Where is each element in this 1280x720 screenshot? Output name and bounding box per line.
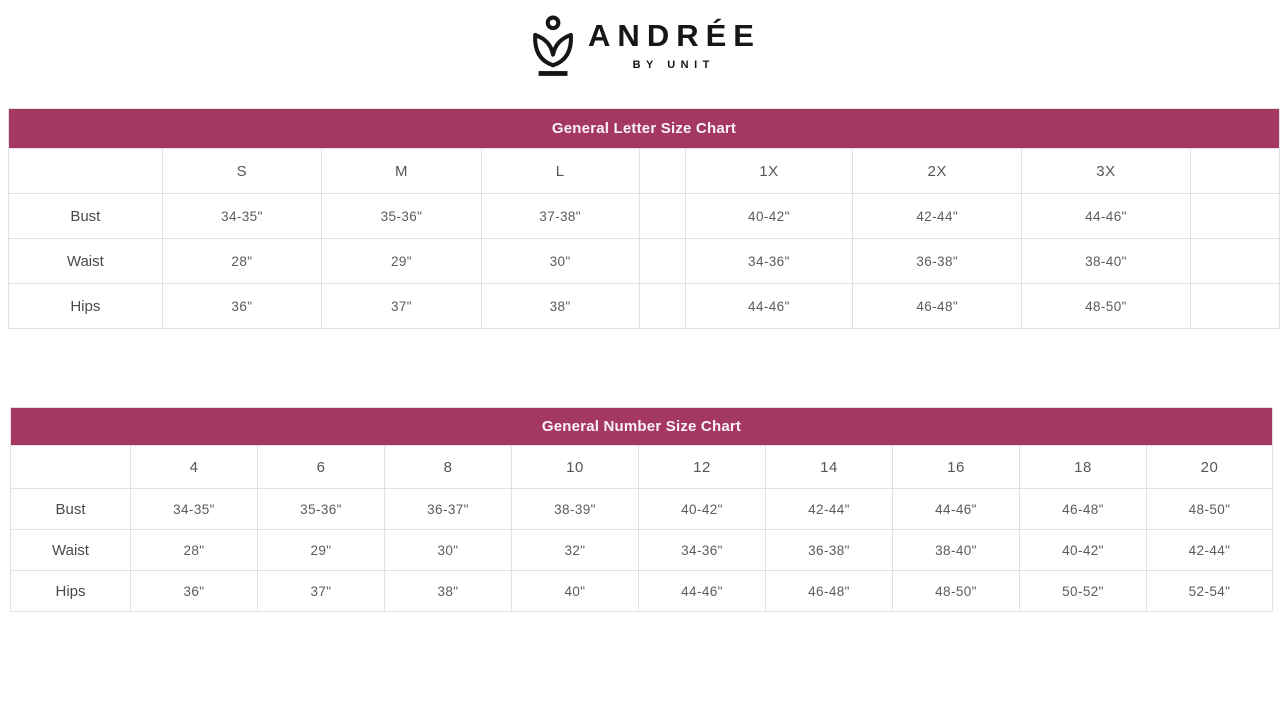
- row-label-cell: Waist: [8, 238, 163, 284]
- size-value-cell: 38": [480, 283, 640, 329]
- table-row: Hips 36" 37" 38" 40" 44-46" 46-48" 48-50…: [10, 570, 1273, 612]
- size-value-cell: 40-42": [1019, 529, 1147, 571]
- size-value-cell: 36-38": [852, 238, 1023, 284]
- table-row: Bust 34-35" 35-36" 36-37" 38-39" 40-42" …: [10, 488, 1273, 530]
- size-value-cell: 40": [511, 570, 639, 612]
- brand-wordmark: ANDRÉE BY UNIT: [588, 13, 754, 71]
- size-value-cell: 37-38": [480, 193, 640, 239]
- size-value-cell: [638, 283, 686, 329]
- column-header-cell: [10, 445, 131, 489]
- number-size-chart-table: General Number Size Chart 4 6 8 10 12 14…: [10, 407, 1273, 612]
- column-header-cell: 8: [384, 445, 512, 489]
- size-value-cell: 38": [384, 570, 512, 612]
- size-value-cell: 48-50": [1146, 488, 1273, 530]
- row-label-cell: Hips: [10, 570, 131, 612]
- size-value-cell: 28": [161, 238, 323, 284]
- column-header-cell: 3X: [1021, 148, 1191, 194]
- size-value-cell: 36": [130, 570, 258, 612]
- column-header-cell: 20: [1146, 445, 1273, 489]
- size-value-cell: 44-46": [892, 488, 1020, 530]
- column-header-cell: S: [161, 148, 323, 194]
- size-value-cell: 46-48": [852, 283, 1023, 329]
- table-row: Bust 34-35" 35-36" 37-38" 40-42" 42-44" …: [8, 193, 1280, 239]
- size-value-cell: 34-35": [130, 488, 258, 530]
- row-label-cell: Bust: [10, 488, 131, 530]
- column-header-cell: [638, 148, 686, 194]
- column-header-cell: 1X: [684, 148, 854, 194]
- size-value-cell: 44-46": [1021, 193, 1191, 239]
- size-value-cell: [638, 238, 686, 284]
- brand-subtitle: BY UNIT: [632, 59, 715, 71]
- column-header-cell: [1189, 148, 1280, 194]
- row-label-cell: Waist: [10, 529, 131, 571]
- size-value-cell: [1189, 238, 1280, 284]
- size-value-cell: 36-37": [384, 488, 512, 530]
- size-value-cell: 29": [321, 238, 482, 284]
- size-value-cell: 30": [384, 529, 512, 571]
- size-value-cell: 38-40": [892, 529, 1020, 571]
- table-row: Hips 36" 37" 38" 44-46" 46-48" 48-50": [8, 283, 1280, 329]
- size-value-cell: 50-52": [1019, 570, 1147, 612]
- table-title-row: General Number Size Chart: [10, 407, 1273, 446]
- size-value-cell: 44-46": [638, 570, 766, 612]
- size-value-cell: 42-44": [1146, 529, 1273, 571]
- column-header-cell: L: [480, 148, 640, 194]
- table-title: General Number Size Chart: [10, 407, 1273, 446]
- size-value-cell: 29": [257, 529, 385, 571]
- column-header-cell: 4: [130, 445, 258, 489]
- column-header-cell: 18: [1019, 445, 1147, 489]
- size-value-cell: [1189, 283, 1280, 329]
- size-value-cell: 38-39": [511, 488, 639, 530]
- size-value-cell: 28": [130, 529, 258, 571]
- tulip-icon: [526, 13, 580, 83]
- size-value-cell: 30": [480, 238, 640, 284]
- size-value-cell: 37": [257, 570, 385, 612]
- column-header-cell: M: [321, 148, 482, 194]
- size-value-cell: 48-50": [1021, 283, 1191, 329]
- column-header-cell: 14: [765, 445, 893, 489]
- size-value-cell: 46-48": [1019, 488, 1147, 530]
- column-header-row: S M L 1X 2X 3X: [8, 148, 1280, 194]
- size-value-cell: 35-36": [257, 488, 385, 530]
- size-value-cell: [1189, 193, 1280, 239]
- letter-size-chart-table: General Letter Size Chart S M L 1X 2X 3X…: [8, 108, 1280, 329]
- size-value-cell: 36": [161, 283, 323, 329]
- size-value-cell: 40-42": [638, 488, 766, 530]
- column-header-cell: [8, 148, 163, 194]
- size-value-cell: 42-44": [765, 488, 893, 530]
- brand-name: ANDRÉE: [588, 18, 761, 53]
- letter-size-chart-section: General Letter Size Chart S M L 1X 2X 3X…: [8, 108, 1280, 329]
- size-value-cell: 35-36": [321, 193, 482, 239]
- column-header-cell: 10: [511, 445, 639, 489]
- row-label-cell: Hips: [8, 283, 163, 329]
- table-title: General Letter Size Chart: [8, 108, 1280, 149]
- row-label-cell: Bust: [8, 193, 163, 239]
- size-value-cell: 48-50": [892, 570, 1020, 612]
- size-value-cell: 42-44": [852, 193, 1023, 239]
- number-size-chart-section: General Number Size Chart 4 6 8 10 12 14…: [10, 407, 1273, 612]
- size-value-cell: 36-38": [765, 529, 893, 571]
- column-header-cell: 16: [892, 445, 1020, 489]
- table-title-row: General Letter Size Chart: [8, 108, 1280, 149]
- column-header-cell: 6: [257, 445, 385, 489]
- size-value-cell: [638, 193, 686, 239]
- size-value-cell: 37": [321, 283, 482, 329]
- size-value-cell: 52-54": [1146, 570, 1273, 612]
- column-header-row: 4 6 8 10 12 14 16 18 20: [10, 445, 1273, 489]
- size-value-cell: 32": [511, 529, 639, 571]
- size-value-cell: 34-36": [684, 238, 854, 284]
- size-value-cell: 40-42": [684, 193, 854, 239]
- size-value-cell: 34-35": [161, 193, 323, 239]
- size-value-cell: 34-36": [638, 529, 766, 571]
- table-row: Waist 28" 29" 30" 34-36" 36-38" 38-40": [8, 238, 1280, 284]
- size-value-cell: 38-40": [1021, 238, 1191, 284]
- brand-logo: ANDRÉE BY UNIT: [526, 13, 754, 83]
- table-row: Waist 28" 29" 30" 32" 34-36" 36-38" 38-4…: [10, 529, 1273, 571]
- column-header-cell: 12: [638, 445, 766, 489]
- size-value-cell: 46-48": [765, 570, 893, 612]
- size-value-cell: 44-46": [684, 283, 854, 329]
- column-header-cell: 2X: [852, 148, 1023, 194]
